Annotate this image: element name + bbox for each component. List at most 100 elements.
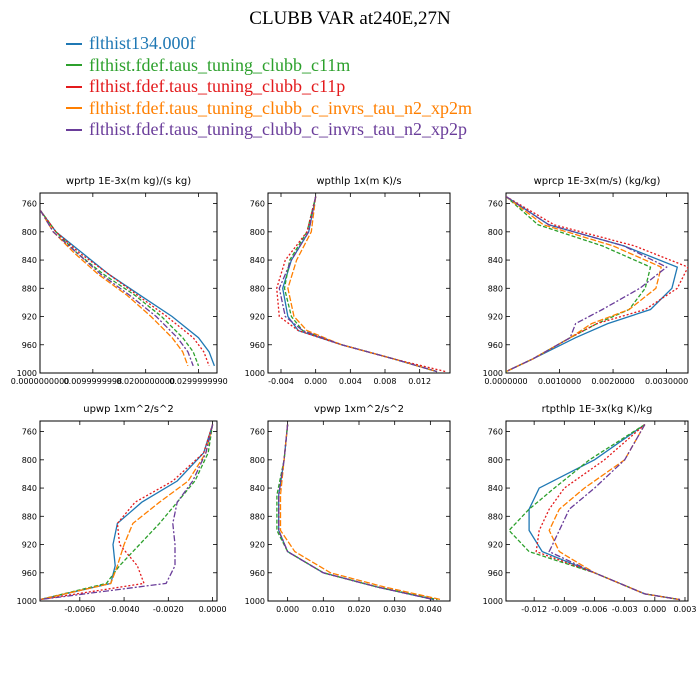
x-tick-label: 0.000	[276, 605, 299, 614]
x-tick-label: 0.000	[643, 605, 666, 614]
y-tick-label: 880	[22, 284, 37, 293]
plot-frame	[39, 420, 218, 602]
y-tick-label: 1000	[483, 369, 503, 378]
y-tick-label: 760	[22, 200, 37, 209]
x-tick-label: 0.0000000000	[11, 377, 70, 386]
panel-title: wprtp 1E-3x(m kg)/(s kg)	[66, 176, 191, 187]
series-line	[548, 424, 681, 601]
y-tick-label: 920	[250, 313, 265, 322]
legend-label: flthist.fdef.taus_tuning_clubb_c_invrs_t…	[89, 97, 472, 118]
legend-swatch	[66, 64, 82, 67]
y-tick-label: 920	[22, 313, 37, 322]
plot-frame	[267, 192, 451, 374]
y-tick-label: 800	[488, 456, 503, 465]
y-tick-label: 1000	[17, 597, 37, 606]
x-tick-label: -0.0040	[109, 605, 140, 614]
y-tick-label: 960	[22, 341, 37, 350]
y-tick-label: 840	[22, 484, 37, 493]
x-tick-label: 0.003	[674, 605, 697, 614]
panel-title: rtpthlp 1E-3x(kg K)/kg	[542, 404, 653, 415]
y-tick-label: 760	[488, 200, 503, 209]
x-tick-label: 0.008	[374, 377, 397, 386]
series-line	[40, 424, 214, 601]
plot-frame	[505, 420, 689, 602]
figure-title: CLUBB VAR at240E,27N	[249, 8, 451, 29]
x-tick-label: 0.000	[304, 377, 327, 386]
y-tick-label: 880	[22, 512, 37, 521]
series-line	[506, 195, 662, 373]
y-tick-label: 920	[488, 541, 503, 550]
legend-item: flthist.fdef.taus_tuning_clubb_c_invrs_t…	[66, 98, 472, 120]
y-tick-label: 800	[22, 228, 37, 237]
chart-panel: rtpthlp 1E-3x(kg K)/kg 760 800 840 880 920 960…	[483, 404, 697, 614]
x-tick-label: -0.012	[521, 605, 547, 614]
y-tick-label: 960	[488, 341, 503, 350]
series-line	[279, 424, 442, 601]
legend-swatch	[66, 85, 82, 88]
series-line	[40, 210, 189, 367]
series-line	[40, 424, 214, 601]
series-line	[276, 196, 446, 373]
plot-frame	[39, 192, 218, 374]
y-tick-label: 840	[488, 256, 503, 265]
legend-label: flthist134.000f	[89, 33, 196, 53]
y-tick-label: 960	[250, 341, 265, 350]
legend-swatch	[66, 107, 82, 110]
x-tick-label: -0.0020	[153, 605, 184, 614]
series-line	[40, 424, 214, 601]
y-tick-label: 760	[250, 200, 265, 209]
y-tick-label: 840	[488, 484, 503, 493]
y-tick-label: 840	[22, 256, 37, 265]
y-tick-label: 960	[22, 569, 37, 578]
x-tick-label: 0.004	[339, 377, 362, 386]
y-tick-label: 920	[22, 541, 37, 550]
y-tick-label: 880	[488, 512, 503, 521]
series-line	[506, 195, 668, 373]
legend-item: flthist.fdef.taus_tuning_clubb_c11m	[66, 55, 472, 77]
x-tick-label: -0.004	[268, 377, 294, 386]
series-line	[278, 424, 435, 601]
y-tick-label: 800	[250, 456, 265, 465]
y-tick-label: 880	[250, 284, 265, 293]
series-line	[506, 195, 688, 373]
series-line	[276, 424, 438, 601]
y-tick-label: 800	[250, 228, 265, 237]
series-line	[278, 424, 435, 601]
y-tick-label: 800	[22, 456, 37, 465]
y-tick-label: 880	[488, 284, 503, 293]
y-tick-label: 760	[488, 428, 503, 437]
series-line	[506, 195, 679, 373]
x-tick-label: -0.0060	[64, 605, 95, 614]
x-tick-label: 0.0200000000	[116, 377, 175, 386]
y-tick-label: 760	[22, 428, 37, 437]
y-tick-label: 960	[488, 569, 503, 578]
series-line	[40, 210, 194, 367]
legend-swatch	[66, 128, 82, 131]
series-line	[506, 196, 652, 373]
panel-title: vpwp 1xm^2/s^2	[314, 404, 404, 415]
chart-panel: wpthlp 1x(m K)/s 760 800 840 880 920 960 1000-0…	[245, 176, 451, 386]
legend-swatch	[66, 42, 82, 45]
series-line	[282, 196, 438, 373]
plot-frame	[267, 420, 451, 602]
x-tick-label: 0.0020000	[591, 377, 634, 386]
legend-item: flthist.fdef.taus_tuning_clubb_c11p	[66, 76, 472, 98]
panel-title: wprcp 1E-3x(m/s) (kg/kg)	[534, 176, 661, 187]
x-tick-label: -0.009	[551, 605, 577, 614]
panel-title: wpthlp 1x(m K)/s	[316, 176, 401, 187]
y-tick-label: 1000	[245, 369, 265, 378]
y-tick-label: 920	[250, 541, 265, 550]
series-line	[278, 196, 438, 373]
x-tick-label: 0.0000000	[484, 377, 527, 386]
series-line	[278, 424, 435, 601]
chart-panel: vpwp 1xm^2/s^2 760 800 840 880 920 960 1000 0.00…	[245, 404, 451, 614]
y-tick-label: 840	[250, 256, 265, 265]
y-tick-label: 880	[250, 512, 265, 521]
y-tick-label: 840	[250, 484, 265, 493]
legend-item: flthist134.000f	[66, 33, 472, 55]
x-tick-label: 0.040	[419, 605, 442, 614]
x-tick-label: 0.0099999998	[64, 377, 123, 386]
y-tick-label: 960	[250, 569, 265, 578]
chart-panel: wprcp 1E-3x(m/s) (kg/kg) 760 800 840 880 920 9…	[483, 176, 689, 386]
